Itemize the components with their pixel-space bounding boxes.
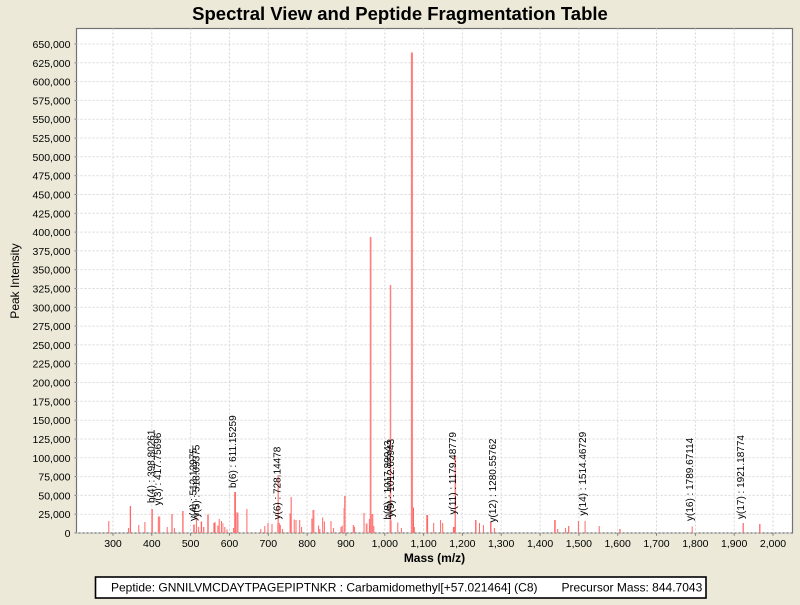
svg-text:125,000: 125,000 <box>33 434 71 446</box>
svg-text:1,800: 1,800 <box>682 538 708 550</box>
svg-text:175,000: 175,000 <box>33 396 71 408</box>
svg-text:Peptide: GNNILVMCDAYTPAGEPIPTN: Peptide: GNNILVMCDAYTPAGEPIPTNKR : Carba… <box>111 581 703 595</box>
svg-text:1,000: 1,000 <box>372 538 398 550</box>
svg-text:Peak Intensity: Peak Intensity <box>8 243 22 318</box>
svg-text:400: 400 <box>143 538 161 550</box>
svg-text:475,000: 475,000 <box>33 171 71 183</box>
svg-text:b(6) : 611.15259: b(6) : 611.15259 <box>228 415 239 488</box>
svg-text:100,000: 100,000 <box>33 453 71 465</box>
svg-text:700: 700 <box>260 538 278 550</box>
svg-text:425,000: 425,000 <box>33 208 71 220</box>
svg-text:25,000: 25,000 <box>38 509 70 521</box>
svg-text:250,000: 250,000 <box>33 340 71 352</box>
svg-text:1,100: 1,100 <box>410 538 436 550</box>
svg-text:b(8) : 1017.89943: b(8) : 1017.89943 <box>383 440 394 519</box>
svg-text:275,000: 275,000 <box>33 321 71 333</box>
svg-text:650,000: 650,000 <box>33 39 71 51</box>
svg-text:550,000: 550,000 <box>33 114 71 126</box>
svg-text:y(11) : 1179.48779: y(11) : 1179.48779 <box>448 432 459 515</box>
svg-text:2,000: 2,000 <box>760 538 786 550</box>
svg-text:y(4) : 512.12975: y(4) : 512.12975 <box>188 448 199 521</box>
svg-text:50,000: 50,000 <box>38 490 70 502</box>
svg-text:500: 500 <box>182 538 200 550</box>
svg-text:Spectral View and Peptide Frag: Spectral View and Peptide Fragmentation … <box>192 3 608 24</box>
svg-text:y(3) : 417.75696: y(3) : 417.75696 <box>153 432 164 505</box>
svg-text:300: 300 <box>104 538 122 550</box>
svg-text:1,900: 1,900 <box>721 538 747 550</box>
svg-text:575,000: 575,000 <box>33 95 71 107</box>
svg-text:75,000: 75,000 <box>38 472 70 484</box>
svg-text:500,000: 500,000 <box>33 152 71 164</box>
svg-text:300,000: 300,000 <box>33 302 71 314</box>
svg-text:y(5) : 518.09375: y(5) : 518.09375 <box>191 444 202 517</box>
svg-text:y(14) : 1514.46729: y(14) : 1514.46729 <box>578 431 589 515</box>
svg-text:625,000: 625,000 <box>33 58 71 70</box>
svg-text:600,000: 600,000 <box>33 77 71 89</box>
svg-text:150,000: 150,000 <box>33 415 71 427</box>
svg-text:1,300: 1,300 <box>488 538 514 550</box>
svg-text:225,000: 225,000 <box>33 359 71 371</box>
svg-text:y(12) : 1280.55762: y(12) : 1280.55762 <box>488 438 499 522</box>
svg-text:450,000: 450,000 <box>33 190 71 202</box>
svg-text:600: 600 <box>221 538 239 550</box>
svg-text:y(9) : 1012.65943: y(9) : 1012.65943 <box>386 438 397 517</box>
svg-text:1,700: 1,700 <box>643 538 669 550</box>
svg-text:200,000: 200,000 <box>33 378 71 390</box>
svg-text:1,500: 1,500 <box>566 538 592 550</box>
svg-text:1,200: 1,200 <box>449 538 475 550</box>
svg-text:y(6) : 728.14478: y(6) : 728.14478 <box>273 446 284 519</box>
svg-text:b(4) : 398.80261: b(4) : 398.80261 <box>147 429 158 503</box>
svg-text:1,600: 1,600 <box>605 538 631 550</box>
svg-text:800: 800 <box>298 538 316 550</box>
svg-text:1,400: 1,400 <box>527 538 553 550</box>
svg-text:Mass (m/z): Mass (m/z) <box>404 551 465 565</box>
svg-text:0: 0 <box>65 528 71 540</box>
svg-text:525,000: 525,000 <box>33 133 71 145</box>
svg-text:y(17) : 1921.18774: y(17) : 1921.18774 <box>736 435 747 519</box>
svg-text:400,000: 400,000 <box>33 227 71 239</box>
svg-text:375,000: 375,000 <box>33 246 71 258</box>
svg-text:325,000: 325,000 <box>33 284 71 296</box>
svg-text:350,000: 350,000 <box>33 265 71 277</box>
svg-text:900: 900 <box>337 538 355 550</box>
svg-text:y(16) : 1789.67114: y(16) : 1789.67114 <box>685 437 696 521</box>
